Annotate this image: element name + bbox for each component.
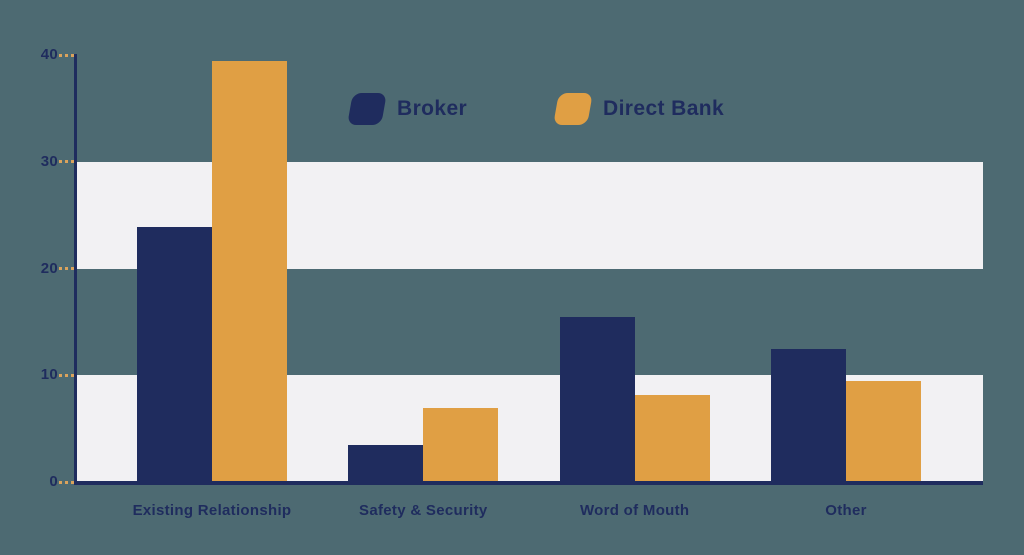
y-tick-mark-0	[59, 480, 75, 484]
y-tick-mark-10	[59, 373, 75, 377]
y-axis-line	[74, 54, 77, 485]
bar-direct-bank-word-of-mouth	[634, 394, 710, 481]
y-tick-mark-40	[59, 53, 75, 57]
y-tick-label-20: 20	[40, 259, 58, 277]
bar-direct-bank-other	[846, 380, 921, 481]
bar-broker-safety-security	[348, 444, 424, 481]
bar-direct-bank-safety-security	[423, 408, 499, 481]
x-category-label-existing-relationship: Existing Relationship	[132, 502, 292, 519]
y-tick-label-30: 30	[40, 152, 58, 170]
legend-item-direct-bank: Direct Bank	[553, 91, 725, 127]
x-category-label-other: Other	[825, 502, 867, 519]
legend-swatch-direct-bank-icon	[553, 93, 593, 125]
y-tick-mark-20	[59, 267, 75, 270]
y-tick-label-40: 40	[40, 46, 58, 63]
bar-broker-other	[771, 348, 846, 481]
x-category-label-word-of-mouth: Word of Mouth	[579, 502, 690, 519]
y-tick-label-10: 10	[40, 366, 58, 384]
y-tick-mark-30	[59, 160, 75, 164]
legend-label-broker: Broker	[397, 97, 468, 120]
bar-broker-existing-relationship	[137, 226, 212, 481]
legend-swatch-broker-icon	[347, 93, 387, 125]
x-category-label-safety-security: Safety & Security	[359, 502, 488, 519]
bar-direct-bank-existing-relationship	[212, 61, 287, 481]
y-tick-label-0: 0	[49, 473, 58, 490]
legend-item-broker: Broker	[347, 91, 468, 127]
x-axis-line	[74, 481, 983, 485]
bar-broker-word-of-mouth	[559, 316, 635, 481]
legend-label-direct-bank: Direct Bank	[603, 97, 725, 120]
